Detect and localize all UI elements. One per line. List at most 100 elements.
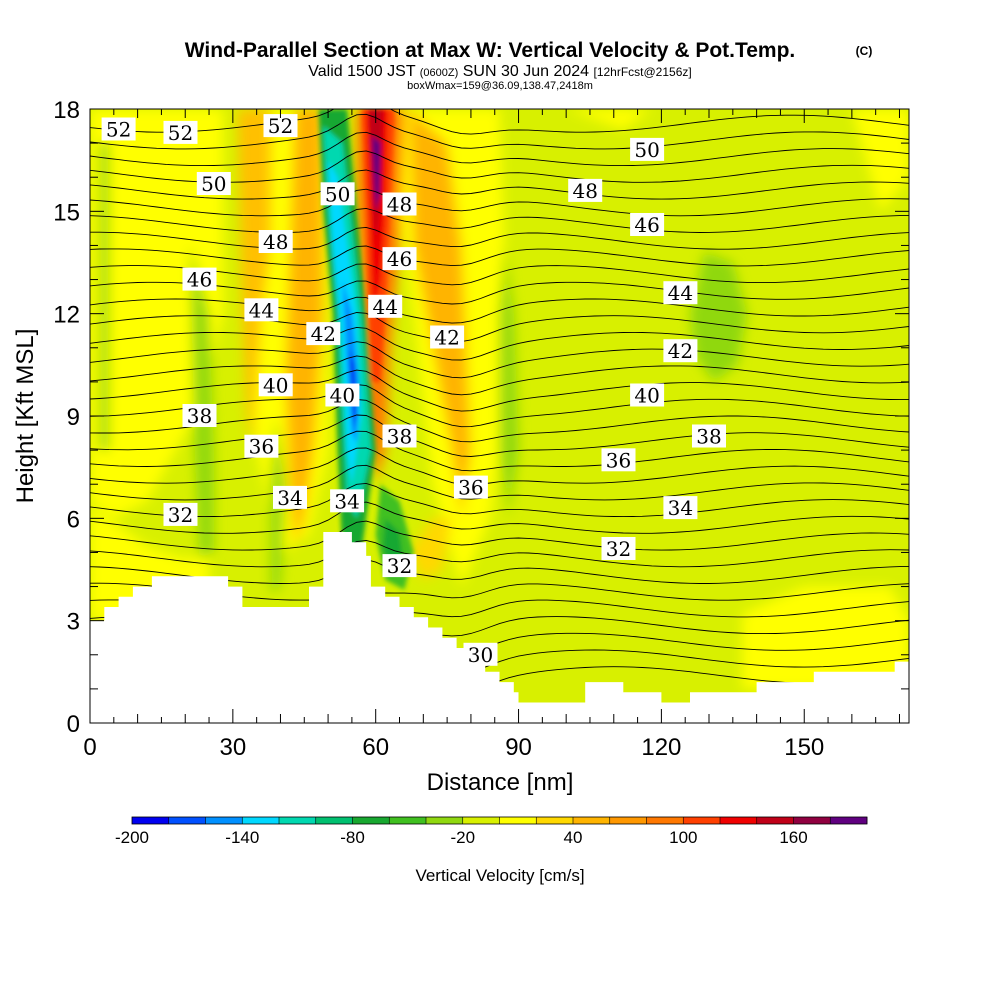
y-tick-label: 3 — [67, 609, 80, 636]
svg-text:52: 52 — [268, 114, 293, 138]
theta-contour-line — [90, 399, 909, 443]
theta-contour-line — [90, 482, 909, 518]
svg-text:38: 38 — [696, 425, 721, 449]
theta-contour-label: 38 — [182, 404, 217, 428]
svg-text:48: 48 — [263, 230, 288, 254]
svg-text:40: 40 — [634, 384, 659, 408]
title-mark: (C) — [856, 44, 873, 58]
theta-contour-label: 36 — [453, 475, 488, 500]
svg-text:50: 50 — [325, 182, 350, 206]
svg-text:50: 50 — [201, 172, 226, 196]
x-tick-label: 30 — [219, 734, 246, 761]
chart-subtitle-2: boxWmax=159@36.09,138.47,2418m — [407, 80, 593, 92]
colorbar-tick-label: 40 — [564, 828, 583, 847]
theta-contour-line — [90, 131, 909, 167]
theta-contour-label: 42 — [663, 339, 698, 363]
theta-contour-label: 38 — [382, 424, 417, 449]
theta-contour-label: 50 — [630, 137, 665, 162]
colorbar-swatch — [205, 817, 243, 824]
theta-contour-label: 44 — [663, 281, 698, 305]
subtitle-forecast: [12hrFcst@2156z] — [593, 65, 691, 79]
svg-text:46: 46 — [187, 268, 212, 292]
theta-contour-label: 30 — [463, 642, 498, 667]
theta-contour-labels: 52 52 52 50 50 50 48 48 48 46 46 46 44 44 44 42 42 42 40 40… — [101, 114, 726, 667]
colorbar-swatch — [536, 817, 574, 824]
colorbar-swatch — [132, 817, 170, 824]
theta-contour-label: 46 — [382, 247, 417, 271]
theta-contour-label: 34 — [273, 485, 307, 510]
colorbar-tick-label: -140 — [225, 828, 259, 847]
svg-text:40: 40 — [263, 373, 288, 397]
subtitle-date: SUN 30 Jun 2024 — [458, 63, 593, 80]
chart-title: Wind-Parallel Section at Max W: Vertical… — [185, 39, 796, 62]
subtitle-zulu: (0600Z) — [420, 67, 459, 79]
theta-contour-line — [90, 539, 909, 568]
colorbar-swatch — [793, 817, 831, 824]
colorbar-swatch — [168, 817, 206, 824]
theta-contour-line — [90, 326, 909, 361]
colorbar-tick-label: -80 — [340, 828, 365, 847]
theta-contour-line — [90, 169, 909, 200]
theta-contour-line — [90, 312, 909, 343]
theta-contour-label: 32 — [601, 537, 636, 561]
svg-text:48: 48 — [572, 179, 597, 203]
colorbar-swatch — [756, 817, 794, 824]
svg-text:44: 44 — [249, 298, 274, 322]
x-tick-label: 120 — [641, 734, 681, 761]
svg-text:50: 50 — [634, 138, 659, 162]
y-tick-label: 18 — [53, 97, 80, 124]
x-axis-label: Distance [nm] — [427, 769, 574, 796]
svg-text:36: 36 — [249, 435, 274, 459]
colorbar-label: Vertical Velocity [cm/s] — [415, 866, 584, 885]
x-tick-label: 150 — [784, 734, 824, 761]
svg-text:40: 40 — [330, 384, 355, 408]
theta-contour-line — [90, 113, 909, 150]
svg-text:38: 38 — [187, 404, 212, 428]
x-tick-label: 60 — [362, 734, 389, 761]
svg-text:34: 34 — [668, 496, 693, 520]
svg-text:34: 34 — [277, 486, 302, 510]
theta-contour-line — [90, 355, 909, 396]
colorbar-tick-label: -200 — [115, 828, 149, 847]
colorbar-tick-label: -20 — [451, 828, 476, 847]
theta-contour-line — [90, 501, 909, 534]
theta-contour-label: 36 — [244, 434, 279, 459]
colorbar-swatch — [279, 817, 317, 824]
y-axis-label: Height [Kft MSL] — [12, 329, 39, 504]
svg-text:38: 38 — [387, 425, 412, 449]
svg-text:42: 42 — [311, 322, 336, 346]
theta-contour-label: 44 — [244, 298, 279, 322]
svg-text:36: 36 — [458, 476, 483, 500]
theta-contour-label: 48 — [258, 230, 293, 254]
theta-contour-line — [90, 384, 909, 428]
theta-contour-label: 50 — [196, 172, 231, 196]
colorbar-swatch — [242, 817, 280, 824]
theta-contour-line — [90, 226, 909, 250]
y-tick-label: 15 — [53, 199, 80, 226]
svg-text:30: 30 — [468, 643, 493, 667]
theta-contour-label: 52 — [263, 114, 298, 138]
theta-contour-label: 48 — [382, 192, 417, 217]
theta-contour-line — [90, 296, 909, 324]
svg-text:32: 32 — [387, 554, 412, 578]
subtitle-valid: Valid 1500 JST — [308, 63, 419, 80]
theta-contour-line — [90, 188, 909, 217]
colorbar-swatch — [315, 817, 353, 824]
theta-contour-lines — [90, 109, 909, 694]
theta-contour-line — [90, 280, 909, 305]
terrain-profile — [90, 532, 909, 723]
svg-text:34: 34 — [334, 489, 359, 513]
theta-contour-line — [90, 447, 909, 486]
colorbar-tick-label: 100 — [669, 828, 697, 847]
colorbar-swatch — [830, 817, 868, 824]
y-tick-label: 12 — [53, 302, 80, 329]
theta-contour-label: 52 — [101, 117, 136, 142]
svg-text:36: 36 — [606, 448, 631, 472]
x-tick-labels: 0 30 60 90 120 150 — [83, 734, 824, 761]
theta-contour-label: 50 — [320, 182, 355, 206]
y-tick-labels: 0 3 6 9 12 15 18 — [53, 97, 80, 738]
theta-contour-label: 32 — [382, 554, 417, 578]
colorbar-swatch — [573, 817, 611, 824]
theta-contour-line — [90, 520, 909, 551]
theta-contour-line — [90, 369, 909, 412]
